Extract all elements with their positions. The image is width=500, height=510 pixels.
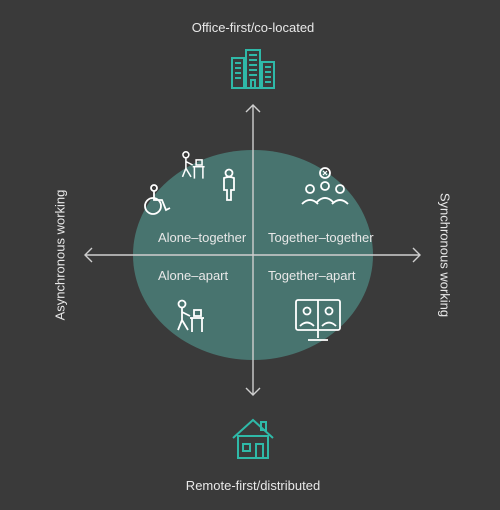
- person-desk-icon: [174, 148, 208, 182]
- axis-label-left: Asynchronous working: [53, 190, 68, 321]
- axis-label-right: Synchronous working: [438, 193, 453, 317]
- group-idea-icon: [298, 164, 352, 206]
- person-desk-icon-2: [168, 296, 208, 336]
- axis-label-top: Office-first/co-located: [192, 20, 315, 35]
- axis-label-bottom: Remote-first/distributed: [186, 478, 320, 493]
- standing-person-icon: [218, 168, 240, 202]
- quadrant-label-q4: Together–apart: [268, 268, 355, 283]
- quadrant-label-q1: Together–together: [268, 230, 374, 245]
- diagram-canvas: Office-first/co-located Remote-first/dis…: [0, 0, 500, 510]
- quadrant-label-q3: Alone–apart: [158, 268, 228, 283]
- house-icon: [229, 414, 277, 462]
- quadrant-label-q2: Alone–together: [158, 230, 246, 245]
- office-buildings-icon: [229, 44, 277, 92]
- wheelchair-icon: [140, 182, 174, 216]
- video-call-icon: [290, 296, 346, 344]
